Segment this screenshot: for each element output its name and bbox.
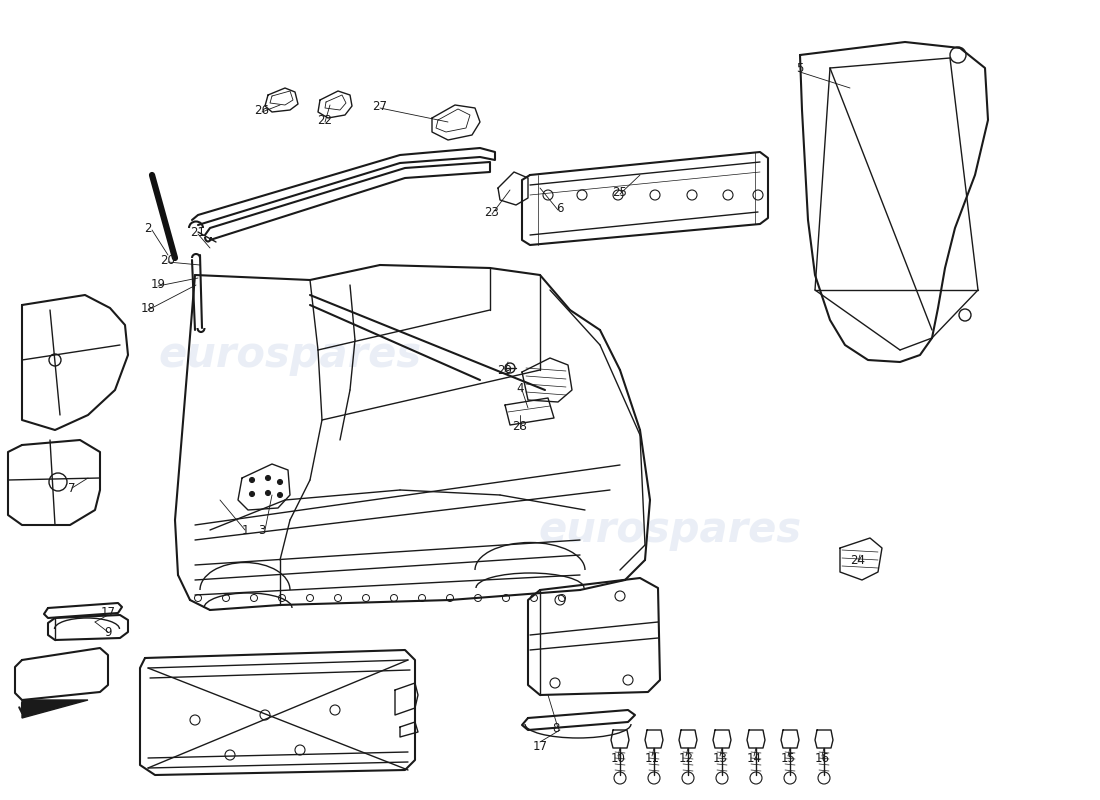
Text: 28: 28 — [513, 419, 527, 433]
Text: 21: 21 — [190, 226, 206, 238]
Text: 2: 2 — [144, 222, 152, 234]
Text: 9: 9 — [104, 626, 112, 638]
Text: 29: 29 — [497, 363, 513, 377]
Text: 16: 16 — [814, 751, 829, 765]
Text: 25: 25 — [613, 186, 627, 198]
Circle shape — [277, 479, 283, 485]
Text: 24: 24 — [850, 554, 866, 566]
Circle shape — [250, 491, 254, 497]
Text: 19: 19 — [151, 278, 165, 290]
Text: 10: 10 — [610, 751, 626, 765]
Text: 1: 1 — [241, 523, 249, 537]
Text: 17: 17 — [100, 606, 116, 618]
Circle shape — [265, 475, 271, 481]
Text: 5: 5 — [796, 62, 804, 74]
Text: eurospares: eurospares — [158, 334, 421, 376]
Circle shape — [265, 490, 271, 495]
Text: 18: 18 — [141, 302, 155, 314]
Text: 20: 20 — [161, 254, 175, 266]
Text: 27: 27 — [373, 99, 387, 113]
Text: 13: 13 — [713, 751, 727, 765]
Text: 4: 4 — [516, 382, 524, 394]
Text: eurospares: eurospares — [538, 509, 802, 551]
Circle shape — [250, 478, 254, 482]
Text: 15: 15 — [781, 751, 795, 765]
Circle shape — [277, 493, 283, 498]
Text: 14: 14 — [747, 751, 761, 765]
Text: 3: 3 — [258, 523, 266, 537]
Text: 22: 22 — [318, 114, 332, 126]
Text: 11: 11 — [645, 751, 660, 765]
Text: 6: 6 — [557, 202, 563, 214]
Text: 23: 23 — [485, 206, 499, 218]
Text: 8: 8 — [552, 722, 560, 734]
Text: 17: 17 — [532, 739, 548, 753]
Text: 7: 7 — [68, 482, 76, 494]
Text: 26: 26 — [254, 103, 270, 117]
Text: 12: 12 — [679, 751, 693, 765]
Polygon shape — [22, 700, 88, 718]
